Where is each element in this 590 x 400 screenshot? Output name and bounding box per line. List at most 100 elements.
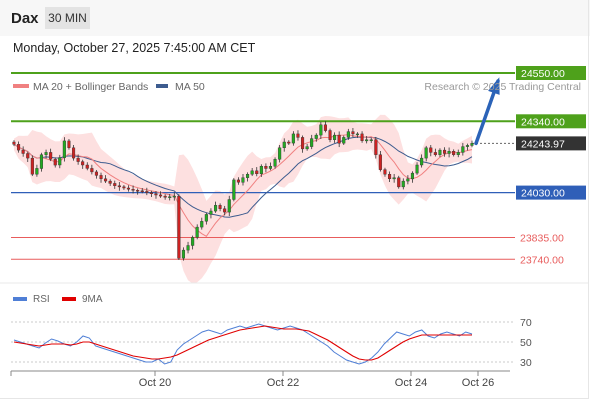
candle-body <box>342 137 346 144</box>
symbol-label: Dax <box>11 10 39 27</box>
x-axis-tick-label: Oct 26 <box>462 377 494 389</box>
candle-body <box>264 165 268 169</box>
candle-body <box>200 221 204 228</box>
candle-body <box>136 190 140 192</box>
candle-body <box>452 150 456 155</box>
candle-body <box>410 172 415 180</box>
rsi-tick-label: 50 <box>520 337 532 349</box>
candle-body <box>337 134 341 144</box>
level-tag-current <box>516 136 586 151</box>
ma50-legend-label: MA 50 <box>175 81 205 93</box>
ma50-legend-swatch <box>156 84 168 88</box>
candle-body <box>470 143 474 146</box>
candle-body <box>131 188 135 191</box>
candle-body <box>355 133 360 136</box>
candle-body <box>424 147 428 159</box>
rsi-ma-legend-swatch <box>62 297 76 301</box>
level-tag-support <box>516 185 586 200</box>
candle-body <box>158 194 163 197</box>
candle-body <box>181 249 186 259</box>
candle-body <box>30 157 34 175</box>
candle-body <box>213 205 218 212</box>
candle-body <box>67 140 71 148</box>
candle-body <box>397 177 401 188</box>
candle-body <box>420 157 424 166</box>
candle-body <box>346 131 350 138</box>
candle-body <box>259 165 263 174</box>
candle-body <box>76 157 80 162</box>
candle-body <box>113 183 117 186</box>
x-axis-tick-label: Oct 24 <box>395 377 427 389</box>
candle-body <box>149 192 153 195</box>
candle-body <box>388 173 392 179</box>
credit-label: Research © 2025 Trading Central <box>424 81 581 93</box>
candle-body <box>268 165 273 169</box>
candle-body <box>236 179 241 183</box>
candle-body <box>168 196 172 198</box>
level-label-resistance: 24550.00 <box>521 68 565 80</box>
rsi-tick-label: 70 <box>520 317 532 329</box>
candle-body <box>255 170 259 175</box>
candle-body <box>429 147 433 153</box>
candle-body <box>282 141 286 149</box>
candle-body <box>126 187 130 190</box>
bollinger-band <box>14 114 472 284</box>
candle-body <box>310 138 314 147</box>
candle-body <box>360 133 364 141</box>
rsi-tick-label: 30 <box>520 357 532 369</box>
ma20-line <box>13 134 473 237</box>
level-tag-resistance <box>516 66 586 80</box>
level-label-target: 23835.00 <box>520 232 564 244</box>
candle-body <box>85 164 89 169</box>
candle-body <box>296 133 300 138</box>
candle-body <box>177 195 181 259</box>
candle-body <box>447 150 451 154</box>
candle-body <box>241 177 245 183</box>
chart-datetime: Monday, October 27, 2025 7:45:00 AM CET <box>13 41 256 55</box>
candle-body <box>333 134 337 140</box>
candle-body <box>154 193 158 196</box>
candle-body <box>44 152 48 155</box>
candle-body <box>443 149 447 154</box>
level-label-resistance: 24340.00 <box>521 116 565 128</box>
ma20-legend-swatch <box>13 84 29 88</box>
candle-body <box>81 161 85 166</box>
candle-body <box>53 159 57 166</box>
candle-body <box>456 152 460 155</box>
candle-body <box>172 195 176 198</box>
candle-body <box>369 139 373 141</box>
candle-body <box>103 178 108 182</box>
candle-body <box>291 133 295 144</box>
x-axis-tick-label: Oct 22 <box>267 377 299 389</box>
candle-body <box>209 210 213 215</box>
candle-body <box>378 154 382 170</box>
candle-body <box>314 134 318 139</box>
rsi-legend-label: RSI <box>33 294 50 305</box>
level-label-target: 23740.00 <box>520 254 564 266</box>
candle-body <box>71 147 76 159</box>
candle-body <box>383 169 387 175</box>
candle-body <box>406 178 410 182</box>
candle-body <box>39 154 43 169</box>
candle-body <box>99 175 103 179</box>
candle-body <box>90 168 94 173</box>
candle-body <box>195 226 199 238</box>
rsi-ma-legend-label: 9MA <box>82 294 103 305</box>
ma20-legend-label: MA 20 + Bollinger Bands <box>33 81 148 93</box>
candle-body <box>250 170 254 175</box>
candle-body <box>465 145 470 147</box>
rsi-legend-swatch <box>13 297 27 301</box>
title-bar: Dax 30 MIN <box>0 0 590 36</box>
level-label-current: 24243.97 <box>521 138 565 150</box>
candle-body <box>227 199 231 213</box>
candle-body <box>163 195 167 198</box>
candle-body <box>21 149 25 154</box>
candle-body <box>365 139 369 142</box>
candle-body <box>305 146 309 150</box>
level-tag-resistance <box>516 114 586 129</box>
timeframe-button[interactable]: 30 MIN <box>45 7 90 29</box>
candle-body <box>218 205 222 209</box>
candle-body <box>186 245 190 251</box>
candle-body <box>145 191 149 193</box>
